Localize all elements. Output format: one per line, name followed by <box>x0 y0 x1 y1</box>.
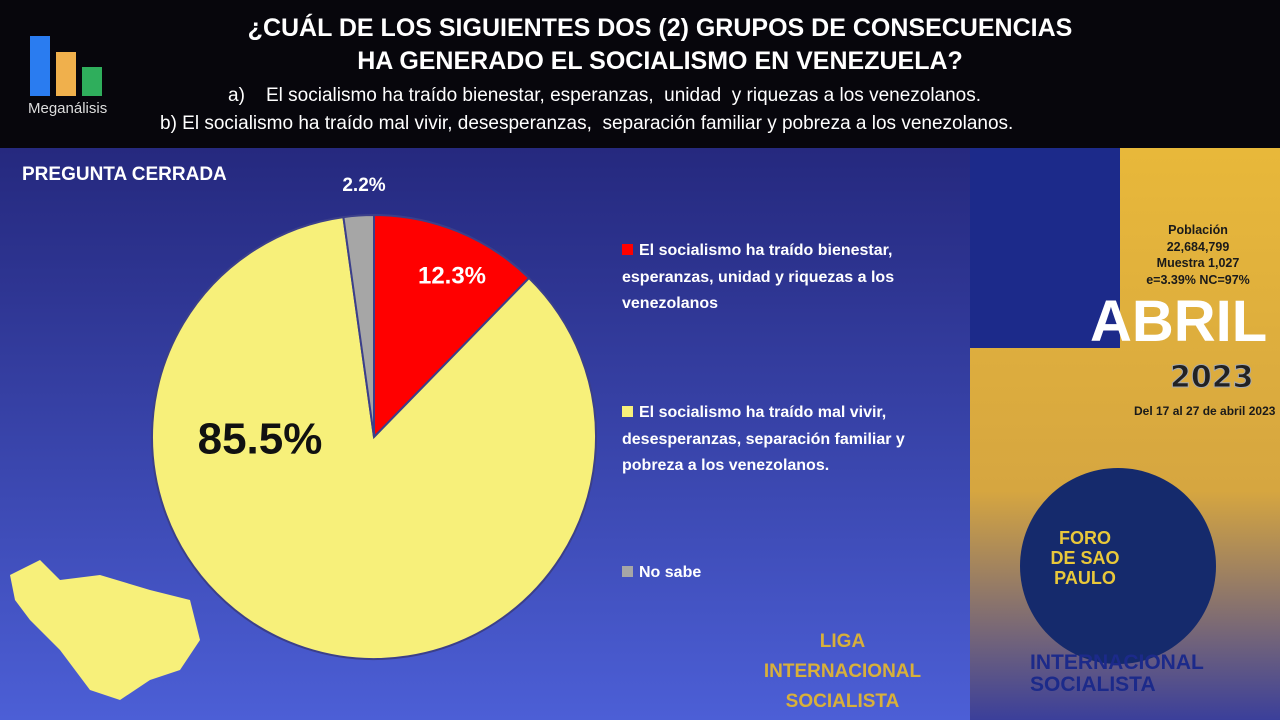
survey-info: Población 22,684,799 Muestra 1,027 e=3.3… <box>1128 222 1268 288</box>
legend-item-a: El socialismo ha traído bienestar, esper… <box>622 238 922 318</box>
population-label: Población <box>1168 223 1228 237</box>
liga-internacional-logo: LIGA INTERNACIONAL SOCIALISTA <box>763 631 922 712</box>
sample-size: Muestra 1,027 <box>1156 256 1240 270</box>
pie-slice-1 <box>151 215 597 660</box>
population-value: 22,684,799 <box>1166 239 1230 254</box>
year-label: 2023 <box>1170 360 1254 395</box>
flag-blue-band <box>970 148 1120 348</box>
legend-swatch <box>622 406 633 417</box>
logo-bar-blue <box>30 36 50 96</box>
option-b: b) El socialismo ha traído mal vivir, de… <box>160 113 1014 134</box>
data-label-0: 12.3% <box>418 262 486 289</box>
option-a: a) El socialismo ha traído bienestar, es… <box>228 85 982 106</box>
title-line-2: HA GENERADO EL SOCIALISMO EN VENEZUELA? <box>357 47 963 75</box>
title-line-1: ¿CUÁL DE LOS SIGUIENTES DOS (2) GRUPOS D… <box>247 14 1073 42</box>
header: Meganálisis ¿CUÁL DE LOS SIGUIENTES DOS … <box>0 0 1280 148</box>
legend-label: El socialismo ha traído bienestar, esper… <box>622 242 895 312</box>
foro-sao-paulo-logo: FORO DE SAO PAULO <box>1020 468 1216 664</box>
brand-name: Meganálisis <box>28 100 108 117</box>
legend-swatch <box>622 566 633 577</box>
legend-label: El socialismo ha traído mal vivir, deses… <box>622 404 905 474</box>
venezuela-map-icon <box>10 560 200 700</box>
internacional-socialista-logo: INTERNACIONAL SOCIALISTA <box>1030 651 1204 696</box>
pie-slice-2 <box>342 213 375 438</box>
legend-swatch <box>622 244 633 255</box>
legend-item-b: El socialismo ha traído mal vivir, deses… <box>622 400 922 480</box>
data-label-2: 2.2% <box>342 175 385 196</box>
date-range: Del 17 al 27 de abril 2023 <box>1134 404 1276 418</box>
logo-bar-orange <box>56 52 76 96</box>
month-label: ABRIL <box>1090 289 1268 354</box>
logo-bar-green <box>82 67 102 96</box>
error-margin: e=3.39% NC=97% <box>1146 272 1250 287</box>
data-label-1: 85.5% <box>198 415 323 464</box>
meganalisis-logo: Meganálisis <box>28 34 108 124</box>
legend-item-c: No sabe <box>622 560 922 587</box>
pie-slice-0 <box>373 213 531 440</box>
foro-text: FORO DE SAO PAULO <box>1050 528 1120 588</box>
legend-label: No sabe <box>639 564 702 581</box>
question-type: PREGUNTA CERRADA <box>22 164 227 185</box>
